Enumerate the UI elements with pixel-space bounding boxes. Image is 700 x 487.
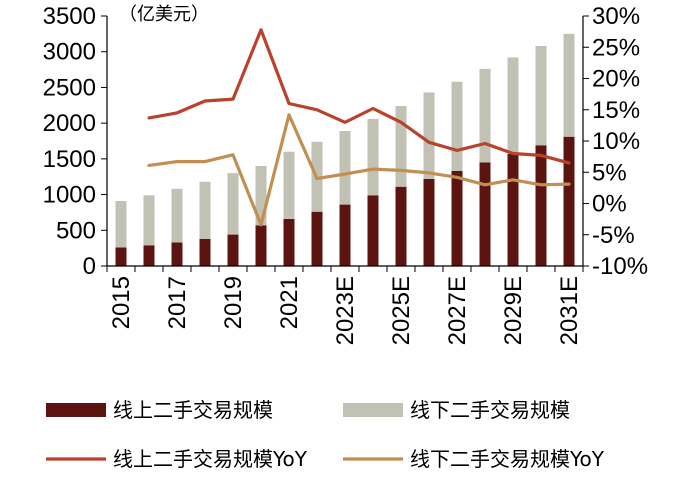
bar-offline-2020 <box>255 166 267 226</box>
bar-online-2026E <box>423 178 435 266</box>
bar-online-2022 <box>311 211 323 266</box>
x-tick-label: 2019 <box>220 276 247 329</box>
x-tick-label: 2017 <box>164 276 191 329</box>
bar-online-2028E <box>479 162 491 266</box>
bar-online-2019 <box>227 234 239 266</box>
x-tick-label: 2031E <box>556 276 583 345</box>
y-right-tick-label: 30% <box>592 3 640 30</box>
x-tick-label: 2021 <box>276 276 303 329</box>
bar-online-2024E <box>367 195 379 266</box>
bar-offline-2017 <box>171 188 183 243</box>
y-left-tick-label: 500 <box>56 217 96 244</box>
x-tick-label: 2023E <box>332 276 359 345</box>
x-tick-label: 2027E <box>444 276 471 345</box>
bar-offline-2027E <box>451 81 463 171</box>
legend-label-bar-offline: 线下二手交易规模 <box>410 398 570 422</box>
bar-online-2027E <box>451 171 463 266</box>
y-right-tick-label: -10% <box>592 253 648 280</box>
y-right-tick-label: 10% <box>592 128 640 155</box>
bar-offline-2021 <box>283 151 295 219</box>
x-tick-label: 2015 <box>108 276 135 329</box>
axes-group <box>101 15 589 272</box>
bar-offline-2029E <box>507 57 519 154</box>
bar-online-2016 <box>143 245 155 266</box>
bar-offline-2030E <box>535 46 547 146</box>
legend-label-bar-online: 线上二手交易规模 <box>113 398 273 422</box>
bar-offline-2031E <box>563 33 575 137</box>
bar-offline-2019 <box>227 173 239 235</box>
bar-offline-2028E <box>479 68 491 163</box>
bar-online-2020 <box>255 225 267 266</box>
line-online-yoy <box>147 28 571 165</box>
bar-online-2018 <box>199 238 211 266</box>
y-left-tick-label: 3000 <box>43 39 96 66</box>
y-right-tick-label: 25% <box>592 34 640 61</box>
y-right-tick-label: 20% <box>592 66 640 93</box>
y-left-tick-label: 3500 <box>43 3 96 30</box>
x-tick-label: 2025E <box>388 276 415 345</box>
bar-online-2025E <box>395 186 407 266</box>
line-offline-yoy <box>147 113 571 227</box>
legend-label-line-offline: 线下二手交易规模YoY <box>410 447 605 471</box>
legend-label-line-online: 线上二手交易规模YoY <box>113 447 308 471</box>
y-right-tick-label: 5% <box>592 159 627 186</box>
unit-label: （亿美元） <box>119 4 209 25</box>
bar-online-2031E <box>563 136 575 266</box>
y-right-tick-label: 15% <box>592 97 640 124</box>
y-right-tick-label: -5% <box>592 222 635 249</box>
lines-group <box>147 28 571 227</box>
legend-swatch-bar-offline <box>343 403 403 417</box>
y-right-tick-label: 0% <box>592 191 627 218</box>
y-left-tick-label: 1000 <box>43 182 96 209</box>
legend-swatch-bar-online <box>46 403 106 417</box>
y-left-tick-label: 0 <box>83 253 96 280</box>
bar-online-2021 <box>283 218 295 266</box>
bar-online-2017 <box>171 242 183 266</box>
bar-offline-2024E <box>367 118 379 196</box>
bar-offline-2025E <box>395 106 407 187</box>
y-left-tick-label: 2500 <box>43 74 96 101</box>
bar-online-2029E <box>507 153 519 266</box>
x-tick-label: 2029E <box>500 276 527 345</box>
labels-group: 0 500 1000 1500 2000 2500 3000 3500 -10% -5% 0% 5% 1… <box>43 3 648 345</box>
bar-offline-2018 <box>199 181 211 239</box>
bar-offline-2026E <box>423 92 435 179</box>
y-left-tick-label: 2000 <box>43 110 96 137</box>
bar-offline-2023E <box>339 131 351 205</box>
bar-offline-2015 <box>115 201 127 248</box>
bar-online-2023E <box>339 204 351 266</box>
y-left-tick-label: 1500 <box>43 146 96 173</box>
bar-offline-2016 <box>143 195 155 246</box>
bar-online-2015 <box>115 247 127 266</box>
bar-online-2030E <box>535 145 547 266</box>
